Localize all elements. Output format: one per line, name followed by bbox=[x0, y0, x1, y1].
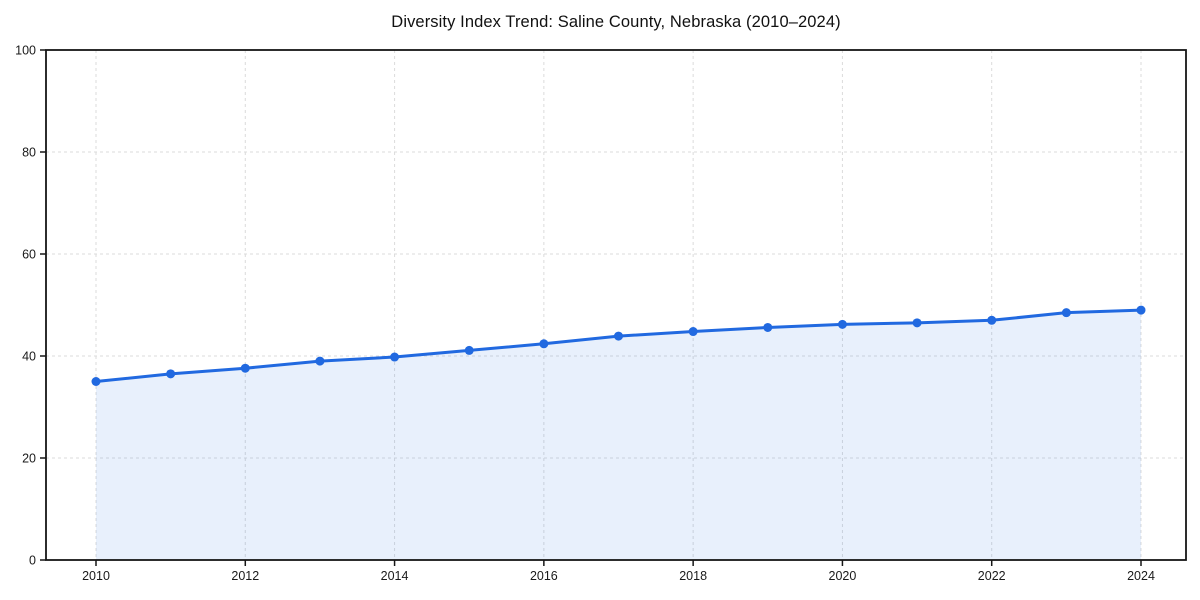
data-point bbox=[987, 315, 997, 325]
x-tick-label: 2020 bbox=[829, 569, 857, 583]
data-point bbox=[1061, 308, 1071, 318]
x-tick-label: 2012 bbox=[231, 569, 259, 583]
data-point bbox=[91, 377, 101, 386]
axis-frame bbox=[45, 49, 1187, 561]
data-point bbox=[912, 318, 922, 328]
data-point bbox=[614, 331, 623, 341]
x-tick-label: 2022 bbox=[978, 569, 1006, 583]
y-tick-label: 0 bbox=[29, 553, 36, 567]
y-tick-label: 60 bbox=[22, 247, 36, 261]
x-tick-label: 2024 bbox=[1127, 569, 1155, 583]
data-point bbox=[390, 352, 400, 362]
data-point bbox=[837, 319, 847, 329]
x-tick-label: 2010 bbox=[82, 569, 110, 583]
data-point bbox=[1136, 305, 1146, 315]
data-point bbox=[464, 345, 474, 355]
x-tick-label: 2018 bbox=[679, 569, 707, 583]
x-tick-label: 2014 bbox=[381, 569, 409, 583]
x-tick-label: 2016 bbox=[530, 569, 558, 583]
y-tick-label: 20 bbox=[22, 451, 36, 465]
data-point bbox=[688, 327, 698, 337]
data-point bbox=[539, 339, 549, 349]
area-fill bbox=[96, 310, 1141, 560]
data-point bbox=[166, 369, 176, 379]
y-tick-label: 80 bbox=[22, 145, 36, 159]
data-point bbox=[240, 363, 250, 373]
y-tick-label: 40 bbox=[22, 349, 36, 363]
data-point bbox=[763, 322, 773, 332]
chart-title: Diversity Index Trend: Saline County, Ne… bbox=[391, 13, 841, 31]
y-tick-label: 100 bbox=[15, 43, 36, 57]
data-point bbox=[315, 356, 325, 366]
